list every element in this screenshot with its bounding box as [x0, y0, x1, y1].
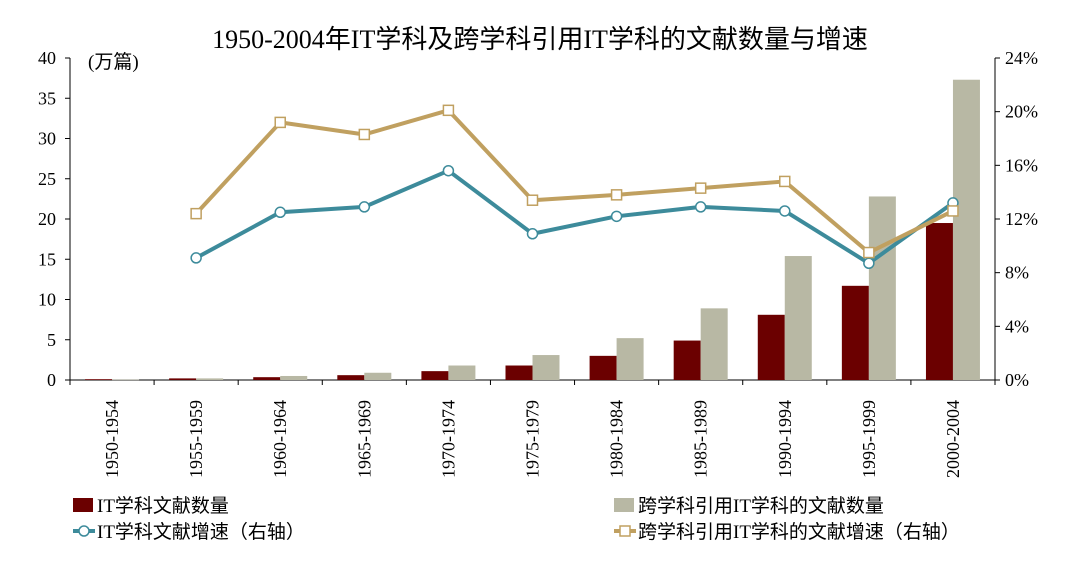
- x-tick-label: 1965-1969: [354, 400, 374, 478]
- marker-it-growth: [274, 206, 286, 219]
- marker-it-growth: [610, 210, 623, 223]
- marker-it-growth: [190, 252, 202, 264]
- marker-it-growth: [526, 228, 539, 240]
- marker-cross-growth: [947, 205, 959, 217]
- right-tick-label: 12%: [1005, 209, 1038, 229]
- legend-label-it-count: IT学科文献数量: [97, 495, 229, 517]
- marker-it-growth: [863, 257, 875, 270]
- legend-label-it-growth: IT学科文献增速（右轴）: [97, 521, 305, 543]
- bar-it-count: [925, 223, 953, 380]
- left-tick-label: 5: [47, 330, 56, 350]
- right-tick-label: 24%: [1005, 48, 1038, 68]
- left-tick-label: 15: [38, 249, 56, 269]
- marker-it-growth: [358, 201, 371, 213]
- x-tick-label: 1990-1994: [775, 400, 795, 478]
- legend-swatch-cross-count: [614, 498, 634, 512]
- bar-cross-count: [196, 378, 224, 380]
- bar-it-count: [841, 285, 869, 380]
- x-tick-label: 1950-1954: [102, 400, 122, 478]
- left-tick-label: 35: [38, 88, 56, 108]
- legend-swatch-it-count: [73, 498, 93, 512]
- x-tick-label: 1960-1964: [270, 400, 290, 478]
- right-tick-label: 0%: [1005, 370, 1029, 390]
- legend-label-cross-growth: 跨学科引用IT学科的文献增速（右轴）: [638, 521, 960, 543]
- bar-it-count: [253, 377, 281, 380]
- marker-cross-growth: [779, 175, 791, 188]
- x-tick-label: 1995-1999: [859, 400, 879, 478]
- line-it-growth: [195, 168, 955, 266]
- right-tick-label: 4%: [1005, 316, 1029, 336]
- marker-cross-growth: [694, 182, 707, 194]
- legend-label-cross-count: 跨学科引用IT学科的文献数量: [638, 495, 884, 517]
- marker-cross-growth: [274, 116, 286, 129]
- marker-cross-growth: [863, 246, 875, 259]
- marker-it-growth: [779, 205, 791, 217]
- bar-it-count: [505, 365, 533, 380]
- bars-layer: [85, 79, 980, 381]
- bar-cross-count: [112, 379, 140, 381]
- left-axis-unit: (万篇): [88, 51, 139, 73]
- marker-cross-growth: [358, 128, 371, 141]
- marker-cross-growth: [190, 207, 202, 220]
- bar-it-count: [337, 375, 365, 380]
- legend: IT学科文献数量 跨学科引用IT学科的文献数量 IT学科文献增速（右轴） 跨学科引用I…: [73, 495, 960, 543]
- x-tick-label: 1970-1974: [438, 400, 458, 478]
- bar-it-count: [169, 378, 197, 380]
- chart-title: 1950-2004年IT学科及跨学科引用IT学科的文献数量与增速: [212, 25, 868, 54]
- left-tick-label: 20: [38, 209, 56, 229]
- x-tick-label: 1955-1959: [186, 400, 206, 478]
- left-tick-label: 40: [38, 48, 56, 68]
- right-tick-label: 20%: [1005, 102, 1038, 122]
- left-tick-label: 0: [47, 370, 56, 390]
- right-tick-label: 8%: [1005, 263, 1029, 283]
- line-cross-growth: [194, 108, 954, 255]
- x-tick-label: 1985-1989: [691, 400, 711, 478]
- bar-cross-count: [952, 79, 980, 381]
- legend-marker-cross-growth: [619, 525, 631, 537]
- bar-it-count: [757, 314, 785, 380]
- bar-cross-count: [784, 256, 812, 380]
- bar-it-count: [589, 355, 617, 380]
- x-tick-label: 1975-1979: [523, 400, 543, 478]
- marker-cross-growth: [442, 104, 455, 117]
- bar-it-count: [421, 371, 449, 380]
- marker-it-growth: [442, 164, 455, 177]
- bar-it-count: [673, 340, 701, 380]
- marker-it-growth: [694, 201, 707, 213]
- bar-it-count: [85, 379, 113, 380]
- labels-layer: 0 5 10 15 20 25 30 35 40 0% 4% 8% 12% 16% 20% 24% 1950-1…: [38, 48, 1038, 478]
- x-tick-label: 1980-1984: [607, 400, 627, 478]
- bar-cross-count: [616, 338, 644, 380]
- bar-cross-count: [532, 355, 560, 380]
- marker-cross-growth: [610, 189, 623, 201]
- bar-cross-count: [448, 365, 476, 380]
- left-tick-label: 30: [38, 129, 56, 149]
- left-tick-label: 25: [38, 169, 56, 189]
- bar-cross-count: [700, 308, 728, 380]
- lines-layer: [190, 104, 959, 270]
- left-tick-label: 10: [38, 290, 56, 310]
- legend-marker-it-growth: [78, 525, 90, 537]
- x-tick-label: 2000-2004: [943, 400, 963, 478]
- marker-cross-growth: [526, 194, 539, 206]
- right-tick-label: 16%: [1005, 155, 1038, 175]
- bar-cross-count: [280, 375, 308, 380]
- bar-cross-count: [364, 372, 392, 380]
- bar-cross-count: [868, 196, 896, 380]
